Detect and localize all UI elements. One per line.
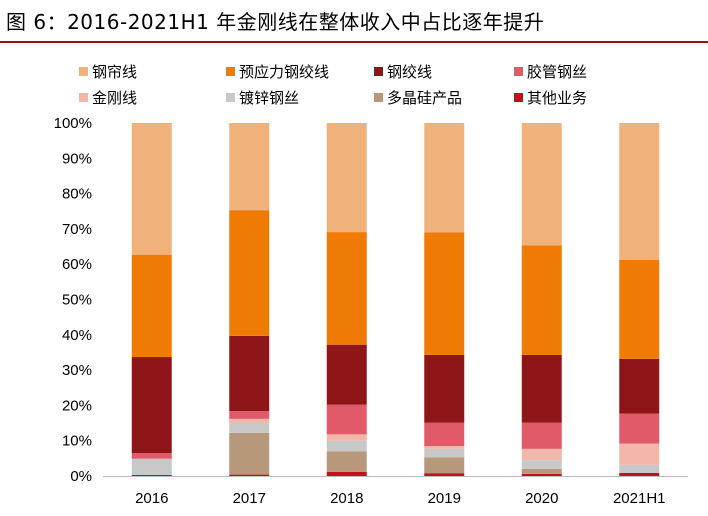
bar-segment [521,245,562,355]
legend-label: 钢帘线 [92,63,137,81]
bar-segment [521,473,562,476]
y-tick-label: 40% [62,327,92,344]
bar-segment [521,448,562,461]
y-tick-label: 60% [62,256,92,273]
bar-segment [424,445,465,449]
y-tick-label: 90% [62,150,92,167]
x-tick-label: 2016 [135,490,168,507]
bar-segment [424,448,465,458]
bar-segment [229,210,270,336]
bar-segment [619,123,660,260]
bar-segment [521,123,562,246]
bar-segment [521,468,562,474]
bar-segment [619,443,660,465]
x-tick-label: 2017 [233,490,266,507]
bar-segment [131,453,172,459]
chart-title: 图 6：2016-2021H1 年金刚线在整体收入中占比逐年提升 [6,10,545,34]
legend-swatch [226,67,235,76]
y-tick-label: 0% [70,468,92,485]
bar-segment [131,357,172,454]
x-tick-label: 2021H1 [613,490,666,507]
bar-segment [131,123,172,255]
bar-segment [326,404,367,435]
legend-label: 多晶硅产品 [387,89,462,107]
bar-segment [131,254,172,358]
bar-segment [619,472,660,476]
bar-segment [424,123,465,233]
legend-label: 预应力钢绞线 [239,63,329,81]
bar-segment [229,474,270,476]
bar-segment [131,474,172,476]
legend-swatch [226,93,235,102]
x-tick-label: 2019 [428,490,461,507]
bar-segment [326,440,367,452]
bar-segment [326,232,367,345]
bar-segment [229,423,270,433]
title-divider [0,41,708,43]
y-tick-label: 30% [62,362,92,379]
legend-label: 镀锌钢丝 [239,89,299,107]
bar-segment [521,422,562,449]
bar-segment [424,354,465,423]
x-tick-label: 2020 [525,490,558,507]
legend-swatch [514,93,523,102]
bar-segment [424,232,465,355]
bar-segment [424,422,465,446]
legend-label: 胶管钢丝 [527,63,587,81]
bar-segment [229,411,270,419]
bar-segment [326,451,367,472]
y-tick-label: 100% [54,115,92,132]
bar-segment [131,458,172,475]
legend-label: 其他业务 [527,89,587,107]
legend-swatch [79,93,88,102]
bar-segment [229,418,270,424]
y-tick-label: 10% [62,433,92,450]
legend-swatch [79,67,88,76]
bar-segment [619,413,660,444]
y-tick-label: 80% [62,186,92,203]
y-tick-label: 50% [62,292,92,309]
x-tick-label: 2018 [330,490,363,507]
bar-segment [424,457,465,474]
bar-segment [229,432,270,475]
bar-segment [229,335,270,412]
bar-segment [619,358,660,414]
bar-segment [326,434,367,441]
legend-swatch [374,67,383,76]
y-tick-label: 70% [62,221,92,238]
legend-swatch [514,67,523,76]
legend-label: 钢绞线 [387,63,432,81]
bar-segment [521,354,562,423]
bar-segment [326,123,367,233]
bar-segment [619,259,660,359]
bar-segment [424,473,465,476]
bar-segment [619,464,660,473]
bar-segment [326,471,367,476]
legend-label: 金刚线 [92,89,137,107]
y-tick-label: 20% [62,397,92,414]
legend-swatch [374,93,383,102]
bar-segment [229,123,270,211]
bar-segment [326,344,367,405]
bar-segment [521,460,562,469]
